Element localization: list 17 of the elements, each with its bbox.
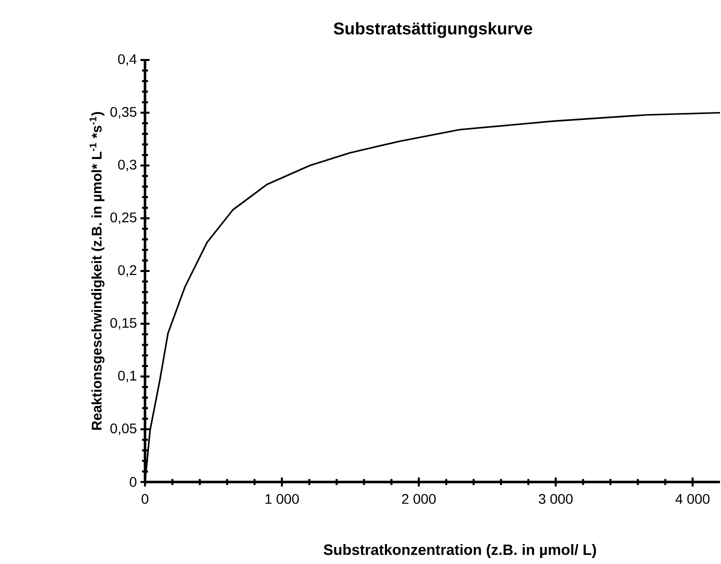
y-tick-label: 0,3 — [118, 160, 136, 172]
x-axis-title: Substratkonzentration (z.B. in µmol/ L) — [324, 544, 596, 558]
x-tick-label: 3 000 — [538, 494, 573, 504]
x-tick-label: 4 000 — [675, 494, 710, 504]
y-tick-label: 0,25 — [110, 212, 136, 224]
y-tick-label: 0,15 — [110, 318, 136, 330]
y-tick-label: 0,35 — [110, 106, 136, 119]
y-tick-label: 0,05 — [110, 423, 136, 436]
x-tick-label: 2 000 — [402, 494, 436, 504]
y-tick-label: 0,1 — [118, 370, 136, 382]
y-tick-label: 0 — [130, 477, 136, 487]
x-tick-label: 0 — [142, 494, 148, 504]
chart-title: Substratsättigungskurve — [334, 22, 532, 38]
y-tick-label: 0,2 — [118, 265, 136, 277]
y-tick-label: 0,4 — [118, 54, 137, 66]
y-axis-title: Reaktionsgeschwindigkeit (z.B. in µmol* L$^{-1}$ *s$^{-1}$) — [90, 112, 104, 430]
x-tick-label: 1 000 — [266, 494, 299, 504]
